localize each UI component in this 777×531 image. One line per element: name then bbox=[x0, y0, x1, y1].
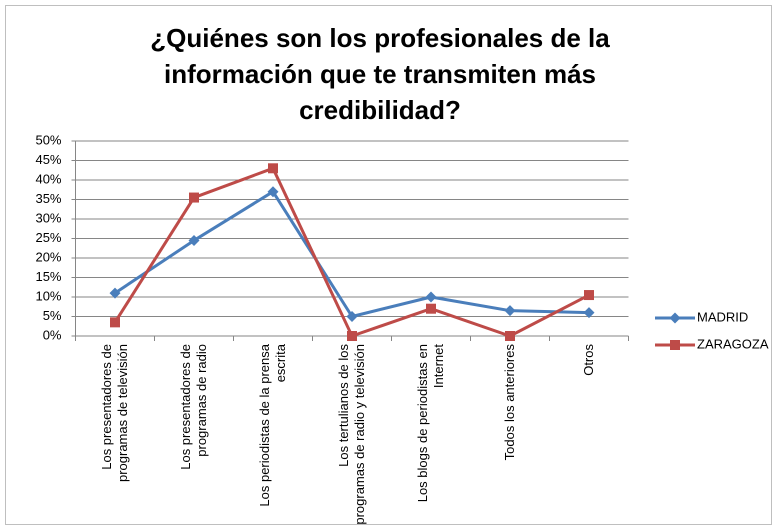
legend-label: ZARAGOZA bbox=[697, 336, 769, 351]
point bbox=[347, 331, 357, 341]
legend-label: MADRID bbox=[697, 309, 748, 324]
point bbox=[346, 311, 358, 322]
x-tick-label: Los tertulianos de los programas de radi… bbox=[336, 344, 367, 525]
point bbox=[583, 307, 595, 319]
y-tick-label: 35% bbox=[35, 191, 61, 206]
y-tick-label: 0% bbox=[43, 327, 62, 342]
point bbox=[426, 303, 436, 314]
point bbox=[189, 192, 199, 203]
x-tick-label: Los presentadores de programas de televi… bbox=[99, 344, 130, 483]
y-tick-label: 50% bbox=[35, 132, 61, 147]
point bbox=[110, 317, 120, 328]
x-tick-label: Los blogs de periodistas en Internet bbox=[415, 344, 446, 503]
x-tick-label: Los presentadores de programas de radio bbox=[178, 344, 209, 470]
y-tick-label: 30% bbox=[35, 210, 61, 225]
x-tick-label: Los periodistas de la prensa escrita bbox=[257, 344, 288, 507]
point bbox=[425, 291, 437, 303]
y-tick-label: 5% bbox=[43, 308, 62, 323]
x-tick-label: Todos los anteriores bbox=[502, 344, 517, 461]
point bbox=[505, 331, 515, 341]
point bbox=[504, 305, 516, 317]
point bbox=[267, 186, 279, 198]
chart-title: ¿Quiénes son los profesionales de la inf… bbox=[150, 23, 610, 125]
y-tick-label: 20% bbox=[35, 249, 61, 264]
y-tick-label: 25% bbox=[35, 230, 61, 245]
point bbox=[268, 163, 278, 174]
point bbox=[584, 290, 594, 301]
y-tick-label: 45% bbox=[35, 152, 61, 167]
legend-marker bbox=[669, 312, 681, 324]
legend-marker bbox=[670, 340, 680, 350]
y-tick-label: 10% bbox=[35, 288, 61, 303]
point bbox=[188, 234, 200, 246]
x-tick-label: Otros bbox=[581, 344, 596, 376]
y-tick-label: 40% bbox=[35, 171, 61, 186]
point bbox=[109, 287, 121, 299]
chart-border bbox=[5, 5, 772, 525]
y-tick-label: 15% bbox=[35, 269, 61, 284]
